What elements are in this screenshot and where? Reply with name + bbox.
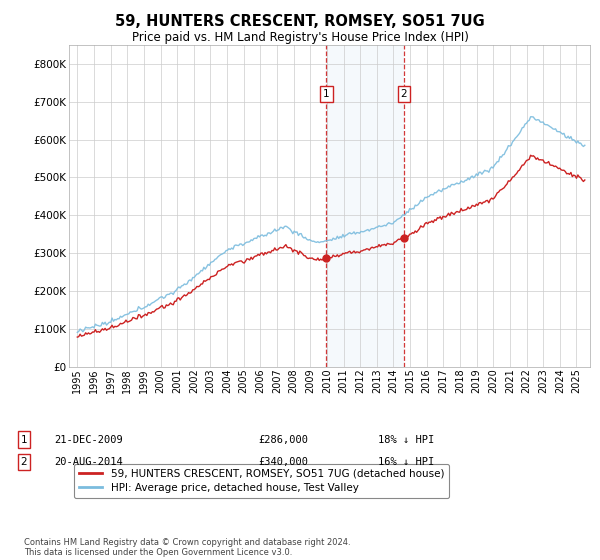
Text: 18% ↓ HPI: 18% ↓ HPI — [378, 435, 434, 445]
Text: £286,000: £286,000 — [258, 435, 308, 445]
Text: 16% ↓ HPI: 16% ↓ HPI — [378, 457, 434, 467]
Text: 59, HUNTERS CRESCENT, ROMSEY, SO51 7UG: 59, HUNTERS CRESCENT, ROMSEY, SO51 7UG — [115, 14, 485, 29]
Text: 21-DEC-2009: 21-DEC-2009 — [54, 435, 123, 445]
Text: 1: 1 — [20, 435, 28, 445]
Bar — [326, 45, 404, 367]
Text: £340,000: £340,000 — [258, 457, 308, 467]
Text: Price paid vs. HM Land Registry's House Price Index (HPI): Price paid vs. HM Land Registry's House … — [131, 31, 469, 44]
Legend: 59, HUNTERS CRESCENT, ROMSEY, SO51 7UG (detached house), HPI: Average price, det: 59, HUNTERS CRESCENT, ROMSEY, SO51 7UG (… — [74, 464, 449, 498]
Text: Contains HM Land Registry data © Crown copyright and database right 2024.
This d: Contains HM Land Registry data © Crown c… — [24, 538, 350, 557]
Text: 2: 2 — [20, 457, 28, 467]
Text: 1: 1 — [323, 89, 330, 99]
Text: 20-AUG-2014: 20-AUG-2014 — [54, 457, 123, 467]
Text: 2: 2 — [401, 89, 407, 99]
